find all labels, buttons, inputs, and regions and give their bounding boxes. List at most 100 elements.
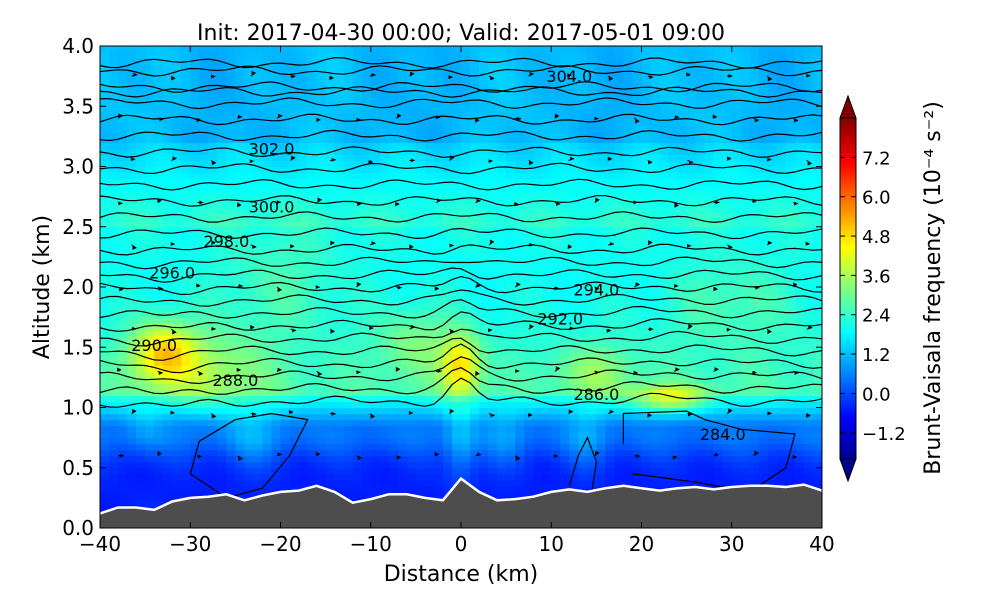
heat-cell (524, 323, 534, 330)
heat-cell (415, 359, 426, 366)
heat-cell (506, 238, 516, 246)
heat-cell (199, 196, 209, 204)
heat-cell (641, 160, 652, 168)
heat-cell (424, 485, 435, 493)
heat-cell (632, 335, 643, 342)
heat-cell (253, 106, 264, 113)
heat-cell (451, 220, 462, 228)
heat-cell (442, 407, 453, 415)
heat-cell (163, 202, 173, 210)
heat-cell (406, 52, 417, 59)
heat-cell (253, 461, 264, 469)
heat-cell (379, 148, 390, 156)
heat-cell (253, 407, 264, 415)
heat-cell (650, 311, 661, 318)
heat-cell (524, 76, 534, 83)
heat-cell (208, 299, 218, 306)
heat-cell (596, 76, 606, 83)
heat-cell (109, 58, 119, 65)
heat-cell (199, 419, 209, 427)
heat-cell (406, 401, 417, 409)
heat-cell (451, 118, 462, 125)
heat-cell (560, 341, 570, 348)
heat-cell (208, 467, 218, 475)
heat-cell (578, 431, 588, 439)
heat-cell (343, 317, 354, 324)
heat-cell (497, 419, 507, 427)
heat-cell (334, 461, 345, 469)
heat-cell (524, 389, 534, 397)
heat-cell (154, 383, 164, 391)
heat-cell (100, 479, 110, 487)
heat-cell (524, 413, 534, 421)
heat-cell (154, 58, 164, 65)
heat-cell (614, 202, 625, 210)
heat-cell (542, 94, 552, 101)
heat-cell (334, 467, 345, 475)
heat-cell (451, 371, 462, 378)
heat-cell (343, 154, 354, 162)
heat-cell (181, 280, 191, 288)
heat-cell (172, 58, 182, 65)
heat-cell (533, 317, 543, 324)
heat-cell (127, 461, 137, 469)
heat-cell (524, 341, 534, 348)
heat-cell (388, 256, 399, 264)
heat-cell (623, 479, 634, 487)
heat-cell (253, 329, 264, 336)
heat-cell (289, 359, 300, 366)
heat-cell (488, 136, 498, 143)
heat-cell (415, 256, 426, 264)
heat-cell (127, 329, 137, 336)
heat-cell (497, 52, 507, 59)
heat-cell (217, 323, 227, 330)
heat-cell (551, 202, 561, 210)
heat-cell (118, 184, 128, 192)
heat-cell (623, 202, 634, 210)
heat-cell (470, 347, 480, 354)
heat-cell (118, 485, 128, 493)
heat-cell (316, 329, 327, 336)
heat-cell (136, 389, 146, 397)
heat-cell (406, 485, 417, 493)
heat-cell (352, 262, 363, 270)
heat-cell (289, 479, 300, 487)
heat-cell (641, 154, 652, 162)
heat-cell (451, 250, 462, 258)
heat-cell (641, 112, 652, 119)
heat-cell (551, 82, 561, 89)
heat-cell (641, 353, 652, 360)
heat-cell (370, 479, 381, 487)
heat-cell (578, 287, 588, 294)
heat-cell (136, 124, 146, 131)
heat-cell (524, 377, 534, 384)
heat-cell (542, 323, 552, 330)
heat-cell (424, 287, 435, 294)
heat-cell (569, 359, 579, 366)
heat-cell (524, 287, 534, 294)
heat-cell (632, 196, 643, 204)
heat-cell (307, 178, 318, 186)
heat-cell (524, 473, 534, 481)
heat-cell (145, 202, 155, 210)
heat-cell (650, 268, 661, 276)
heat-cell (181, 220, 191, 228)
heat-cell (316, 148, 327, 156)
heat-cell (578, 365, 588, 372)
heat-cell (316, 377, 327, 384)
heat-cell (433, 311, 444, 318)
heat-cell (145, 407, 155, 415)
heat-cell (641, 449, 652, 457)
heat-cell (442, 52, 453, 59)
heat-cell (145, 172, 155, 180)
heat-cell (343, 311, 354, 318)
heat-cell (154, 395, 164, 403)
heat-cell (406, 94, 417, 101)
heat-cell (479, 299, 489, 306)
heat-cell (244, 365, 255, 372)
heat-cell (424, 124, 435, 131)
heat-cell (569, 473, 579, 481)
heat-cell (343, 214, 354, 222)
heat-cell (172, 124, 182, 131)
heat-cell (190, 485, 200, 493)
